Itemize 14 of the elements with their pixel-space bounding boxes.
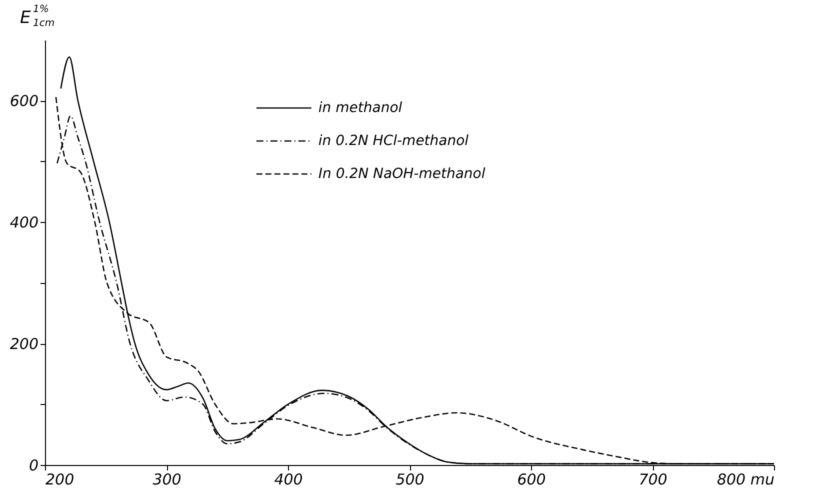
- x-tick-label: 700: [638, 470, 668, 488]
- legend-label: in 0.2N HCl-methanol: [318, 133, 469, 149]
- legend-label: in methanol: [318, 100, 402, 116]
- y-tick-label: 600: [10, 92, 38, 110]
- y-tick-label: 200: [10, 335, 38, 354]
- legend-label: In 0.2N NaOH-methanol: [318, 166, 486, 182]
- x-tick-label: 200: [46, 470, 74, 488]
- x-tick-label: 500: [396, 470, 424, 488]
- y-tick-label: 0: [28, 456, 38, 474]
- x-tick-label: 800 mu: [716, 470, 774, 488]
- x-tick-label: 300: [152, 470, 182, 488]
- x-tick-label: 600: [517, 470, 546, 488]
- y-tick-label: 400: [10, 214, 38, 232]
- x-tick-label: 400: [274, 470, 303, 488]
